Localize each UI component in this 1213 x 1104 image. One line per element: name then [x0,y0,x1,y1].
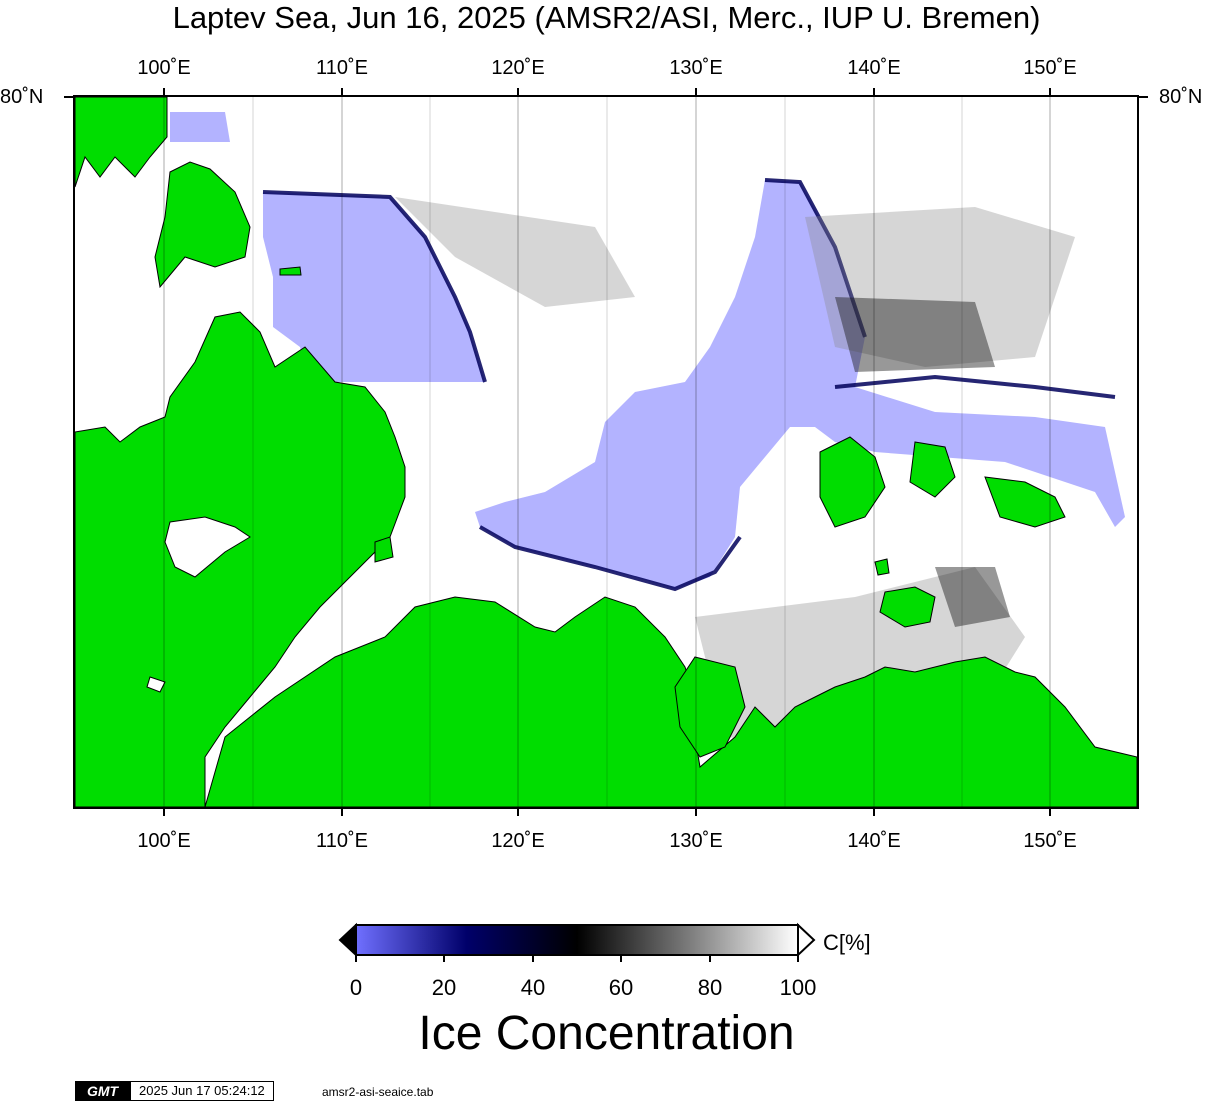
map-title: Laptev Sea, Jun 16, 2025 (AMSR2/ASI, Mer… [172,0,1041,35]
ice-concentration-map [73,95,1139,809]
low-ice-regions [170,112,1125,589]
mixed-ice-zones [395,197,1075,747]
lon-label-top-130: 130˚E [669,57,723,79]
colorbar-graphic [338,922,816,962]
source-filename: amsr2-asi-seaice.tab [322,1085,434,1099]
faddeyevsky-island [984,476,1066,528]
frame-ticks [64,88,1148,816]
lon-label-bottom-140: 140˚E [847,830,901,852]
lon-label-bottom-110: 110˚E [316,830,368,852]
siberian-mainland [204,596,1137,807]
ice-edge-marks [262,178,1116,592]
lat-label-left: 80˚N [0,86,44,108]
colorbar-gradient [355,924,799,956]
bolshoy-lyakhovsky [879,586,936,628]
colorbar-low-arrow [338,922,357,958]
colorbar-tick-0: 0 [349,975,363,1000]
dense-ice-zone [835,297,1010,627]
lon-label-bottom-100: 100˚E [137,830,191,852]
kotelny-island [819,436,886,528]
colorbar-tick-80: 80 [697,975,723,1000]
ice-region-central [475,180,1125,589]
colorbar-high-arrow [797,922,816,958]
lon-label-bottom-150: 150˚E [1023,830,1077,852]
severnaya-zemlya [75,97,168,188]
new-siberia-island [909,441,956,498]
lon-label-top-140: 140˚E [847,57,901,79]
colorbar-title: Ice Concentration [418,1007,795,1060]
lena-delta [674,656,746,758]
map-canvas [75,97,1137,807]
small-island-3 [279,266,302,276]
colorbar-tick-100: 100 [779,975,817,1000]
lon-label-top-110: 110˚E [316,57,368,79]
inland-water [146,516,251,693]
bolshevik-island [154,161,251,289]
lon-label-bottom-130: 130˚E [669,830,723,852]
small-island-2 [874,558,890,576]
lon-label-top-120: 120˚E [491,57,545,79]
lon-label-bottom-120: 120˚E [491,830,545,852]
colorbar-tick-40: 40 [520,975,546,1000]
lon-label-top-100: 100˚E [137,57,191,79]
lon-label-top-150: 150˚E [1023,57,1077,79]
meridian-lines [163,97,1051,807]
colorbar-tick-60: 60 [608,975,634,1000]
colorbar-unit: C[%] [823,930,871,955]
timestamp: 2025 Jun 17 05:24:12 [130,1081,274,1101]
lat-label-right: 80˚N [1159,86,1203,108]
colorbar-tick-20: 20 [431,975,457,1000]
ice-region-northwest [170,112,230,142]
small-island-1 [374,536,394,563]
gmt-logo: GMT [75,1081,130,1101]
ice-region-west [263,192,485,382]
